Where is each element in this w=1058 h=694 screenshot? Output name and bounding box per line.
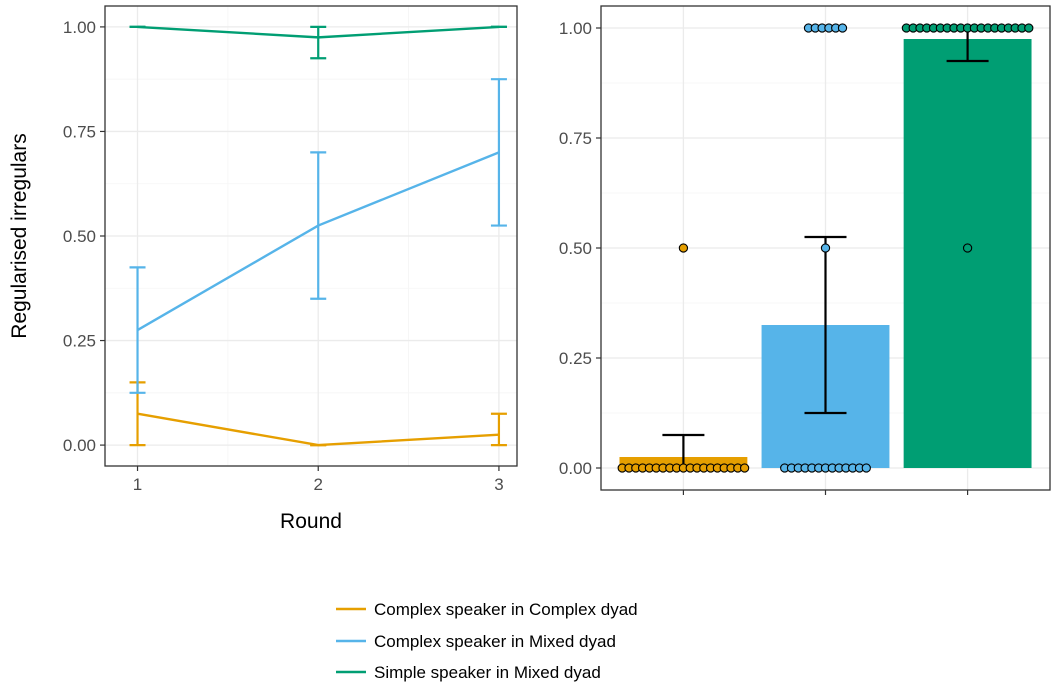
y-tick-label: 1.00 [559, 19, 592, 38]
dot-point [820, 243, 831, 253]
y-tick-label: 0.25 [559, 349, 592, 368]
dot-point [1024, 23, 1034, 33]
legend-item: Complex speaker in Complex dyad [336, 600, 638, 619]
y-tick-label: 0.00 [63, 436, 96, 455]
y-tick-label: 1.00 [63, 18, 96, 37]
dot-point [837, 23, 848, 33]
line-chart-grid [105, 6, 517, 466]
y-axis-title: Regularised irregulars [8, 133, 31, 338]
dot-point [739, 463, 750, 473]
x-tick-label: 1 [133, 475, 142, 494]
dot-point [678, 243, 689, 253]
x-axis-title: Round [280, 510, 342, 533]
bar [903, 39, 1032, 468]
bar-chart-marks [617, 23, 1034, 473]
y-tick-label: 0.25 [63, 332, 96, 351]
y-tick-label: 0.50 [63, 227, 96, 246]
dot-point [962, 243, 973, 253]
y-tick-label: 0.50 [559, 239, 592, 258]
y-tick-label: 0.00 [559, 459, 592, 478]
legend: Complex speaker in Complex dyad Complex … [336, 600, 638, 682]
y-tick-label: 0.75 [63, 122, 96, 141]
x-tick-label: 2 [313, 475, 322, 494]
bar-chart-axes: 0.00 0.25 0.50 0.75 1.00 [559, 19, 969, 495]
legend-label: Simple speaker in Mixed dyad [374, 663, 601, 682]
bar-chart-panel: 0.00 0.25 0.50 0.75 1.00 [559, 5, 1051, 495]
legend-label: Complex speaker in Complex dyad [374, 600, 638, 619]
legend-label: Complex speaker in Mixed dyad [374, 632, 616, 651]
legend-item: Simple speaker in Mixed dyad [336, 663, 601, 682]
legend-item: Complex speaker in Mixed dyad [336, 632, 616, 651]
y-tick-label: 0.75 [559, 129, 592, 148]
line-chart-axes: 0.00 0.25 0.50 0.75 1.00 1 2 3 [63, 18, 504, 494]
line-chart-marks [129, 25, 507, 447]
dot-point [861, 463, 871, 473]
x-tick-label: 3 [494, 475, 503, 494]
line-chart-panel: 0.00 0.25 0.50 0.75 1.00 1 2 3 Round Regularise… [8, 5, 518, 533]
